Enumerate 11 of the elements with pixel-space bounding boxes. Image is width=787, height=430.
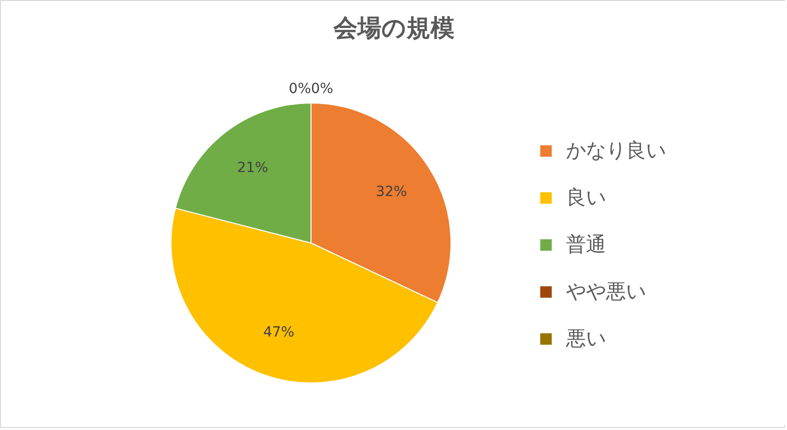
data-label: 21% <box>237 160 268 176</box>
data-label: 32% <box>376 184 407 200</box>
chart-title: 会場の規模 <box>332 14 454 42</box>
text: 0% <box>288 81 311 97</box>
data-label: 47% <box>263 324 294 341</box>
legend-label: 普通 <box>566 232 606 256</box>
text: 0% <box>311 81 334 97</box>
legend-label: 悪い <box>565 326 606 350</box>
legend-label: 良い <box>566 185 606 209</box>
legend-label: やや悪い <box>566 279 646 303</box>
legend-label: かなり良い <box>566 138 666 162</box>
